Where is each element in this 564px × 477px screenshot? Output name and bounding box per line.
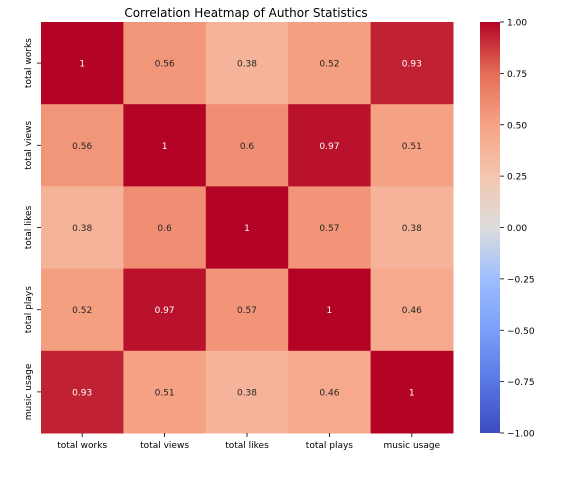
- cell-annotation: 0.51: [402, 142, 422, 152]
- heatmap-cell: [288, 104, 372, 187]
- colorbar-tick-label: −0.50: [507, 327, 535, 337]
- y-axis-ticks: total works total views total likes total p…: [24, 38, 41, 420]
- colorbar-gradient: [480, 22, 500, 433]
- heatmap-cell: [205, 268, 289, 352]
- y-tick-label: total likes: [24, 205, 34, 249]
- cell-annotation: 0.38: [237, 388, 257, 398]
- y-tick-label: total works: [24, 38, 34, 88]
- heatmap-cell: [370, 350, 454, 434]
- x-tick-label: total views: [140, 441, 189, 451]
- cell-annotation: 0.52: [72, 306, 92, 316]
- colorbar-tick-label: −0.25: [507, 275, 535, 285]
- heatmap-cell: [205, 104, 289, 187]
- cell-annotation: 0.6: [157, 224, 172, 234]
- heatmap-annotations: 1 0.56 0.38 0.52 0.93 0.56 1 0.6 0.97 0.51 0.38 0.6…: [72, 60, 422, 399]
- heatmap-cell: [205, 22, 289, 105]
- cell-annotation: 0.46: [319, 388, 339, 398]
- y-tick-label: total views: [24, 121, 34, 170]
- heatmap-cell: [41, 22, 124, 105]
- cell-annotation: 0.51: [155, 388, 175, 398]
- colorbar-tick-label: 0.25: [507, 173, 527, 183]
- cell-annotation: 0.56: [155, 60, 175, 70]
- cell-annotation: 1: [327, 306, 333, 316]
- x-tick-label: total plays: [306, 441, 353, 451]
- cell-annotation: 0.38: [72, 224, 92, 234]
- cell-annotation: 1: [79, 60, 85, 70]
- x-axis-ticks: total works total views total likes total p…: [57, 433, 441, 451]
- heatmap-cell: [288, 186, 372, 270]
- colorbar-tick-label: 0.00: [507, 224, 527, 234]
- cell-annotation: 0.57: [319, 224, 339, 234]
- heatmap-cell: [288, 350, 372, 434]
- heatmap-cell: [41, 104, 124, 187]
- cell-annotation: 0.97: [155, 306, 175, 316]
- cell-annotation: 0.97: [319, 142, 339, 152]
- x-tick-label: music usage: [383, 441, 440, 451]
- cell-annotation: 0.38: [237, 60, 257, 70]
- heatmap-cell: [123, 104, 207, 187]
- heatmap-cell: [123, 268, 207, 352]
- colorbar-tick-label: −1.00: [507, 430, 535, 440]
- heatmap-cell: [123, 186, 207, 270]
- heatmap-cell: [41, 350, 124, 434]
- heatmap-cell: [370, 186, 454, 270]
- x-tick-label: total likes: [225, 441, 269, 451]
- y-tick-label: total plays: [24, 286, 34, 333]
- x-tick-label: total works: [57, 441, 107, 451]
- cell-annotation: 0.93: [402, 60, 422, 70]
- heatmap-cell: [370, 268, 454, 352]
- cell-annotation: 1: [409, 388, 415, 398]
- heatmap-cell: [370, 104, 454, 187]
- cell-annotation: 0.57: [237, 306, 257, 316]
- heatmap-cell: [288, 22, 372, 105]
- cell-annotation: 1: [162, 142, 168, 152]
- heatmap-cell: [205, 186, 289, 270]
- heatmap-cell: [41, 268, 124, 352]
- cell-annotation: 0.38: [402, 224, 422, 234]
- cell-annotation: 0.56: [72, 142, 92, 152]
- cell-annotation: 0.52: [319, 60, 339, 70]
- cell-annotation: 0.6: [240, 142, 255, 152]
- cell-annotation: 0.93: [72, 388, 92, 398]
- heatmap-cell: [370, 22, 454, 105]
- chart-title: Correlation Heatmap of Author Statistics: [124, 6, 367, 20]
- heatmap-cells: [41, 22, 454, 434]
- colorbar: 1.00 0.75 0.50 0.25 0.00 −0.25 −0.50 −0.75 −1.00: [480, 19, 535, 440]
- colorbar-ticks: 1.00 0.75 0.50 0.25 0.00 −0.25 −0.50 −0.75 −1.00: [500, 19, 535, 440]
- colorbar-tick-label: 0.75: [507, 70, 527, 80]
- cell-annotation: 0.46: [402, 306, 422, 316]
- y-tick-label: music usage: [24, 363, 34, 420]
- colorbar-tick-label: 0.50: [507, 121, 527, 131]
- colorbar-tick-label: −0.75: [507, 378, 535, 388]
- colorbar-tick-label: 1.00: [507, 19, 527, 29]
- heatmap-cell: [41, 186, 124, 270]
- heatmap-cell: [288, 268, 372, 352]
- heatmap-cell: [205, 350, 289, 434]
- heatmap-cell: [123, 350, 207, 434]
- cell-annotation: 1: [244, 224, 250, 234]
- heatmap-cell: [123, 22, 207, 105]
